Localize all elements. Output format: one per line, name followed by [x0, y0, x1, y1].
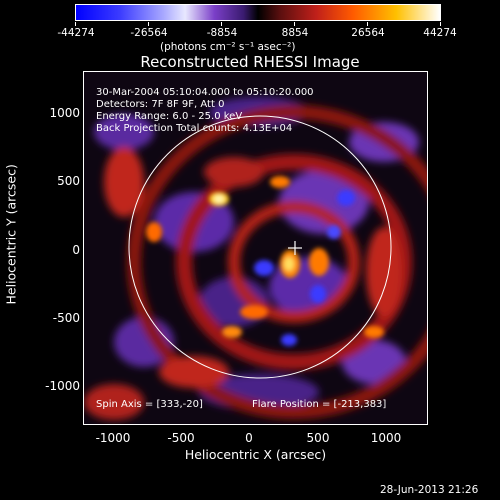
colorbar-label: -44274 — [57, 27, 95, 39]
colorbar-label: -26564 — [130, 27, 168, 39]
y-axis-label: Heliocentric Y (arcsec) — [3, 164, 19, 305]
detectors-label: Detectors: 7F 8F 9F, Att 0 — [96, 99, 225, 110]
y-tick-label: 500 — [57, 174, 80, 188]
colorbar-tick — [440, 22, 441, 26]
time-range-label: 30-Mar-2004 05:10:04.000 to 05:10:20.000 — [96, 87, 314, 98]
plot-area — [83, 71, 428, 425]
colorbar-tick — [75, 22, 76, 26]
colorbar-label: 8854 — [281, 27, 309, 39]
y-tick-label: -1000 — [45, 379, 80, 393]
energy-range-label: Energy Range: 6.0 - 25.0 keV — [96, 111, 243, 122]
colorbar-tick — [148, 22, 149, 26]
spin-axis-label: Spin Axis = [333,-20] — [96, 399, 203, 410]
colorbar-units-label: (photons cm⁻² s⁻¹ asec⁻²) — [160, 41, 296, 53]
reconstructed-image — [84, 72, 427, 424]
colorbar — [75, 4, 441, 21]
method-counts-label: Back Projection Total counts: 4.13E+04 — [96, 123, 293, 134]
y-tick-label: -500 — [52, 311, 80, 325]
plot-title: Reconstructed RHESSI Image — [140, 53, 360, 71]
colorbar-tick — [367, 22, 368, 26]
colorbar-label: 44274 — [423, 27, 457, 39]
timestamp-label: 28-Jun-2013 21:26 — [380, 484, 479, 496]
y-tick-label: 0 — [72, 243, 80, 257]
x-tick-label: 1000 — [370, 431, 402, 445]
x-tick-label: -1000 — [95, 431, 131, 445]
colorbar-label: 26564 — [351, 27, 385, 39]
solar-disk-outline — [128, 115, 392, 379]
y-tick-label: 1000 — [49, 106, 80, 120]
x-axis-label: Heliocentric X (arcsec) — [184, 447, 327, 462]
colorbar-label: -8854 — [206, 27, 238, 39]
flare-position-label: Flare Position = [-213,383] — [252, 399, 387, 410]
x-tick-label: 500 — [306, 431, 330, 445]
x-tick-label: 0 — [245, 431, 253, 445]
x-tick-label: -500 — [167, 431, 195, 445]
colorbar-tick — [221, 22, 222, 26]
colorbar-tick — [294, 22, 295, 26]
